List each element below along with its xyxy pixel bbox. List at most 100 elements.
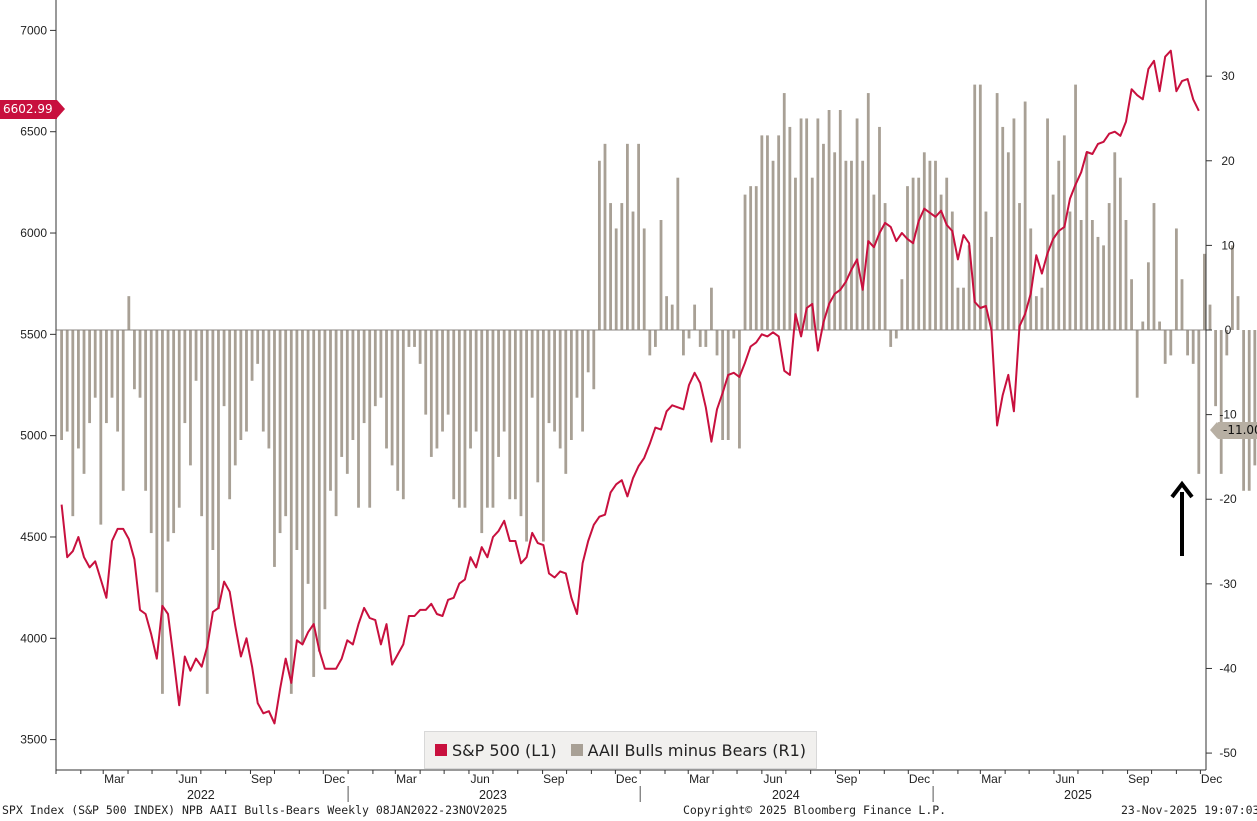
sentiment-bar <box>1118 177 1122 330</box>
x-month-label: Sep <box>251 772 273 786</box>
sentiment-bar <box>911 177 915 330</box>
sentiment-bar <box>88 330 92 424</box>
sentiment-bar <box>65 330 69 432</box>
sentiment-bar <box>312 330 316 677</box>
sentiment-bar <box>1236 296 1240 330</box>
sentiment-bar <box>463 330 467 508</box>
sentiment-bar <box>855 118 859 330</box>
sentiment-bar <box>928 160 932 330</box>
sentiment-bar <box>508 330 512 500</box>
sentiment-bar <box>446 330 450 415</box>
sentiment-bar <box>637 143 641 330</box>
sentiment-bar <box>1197 330 1201 474</box>
sentiment-bar <box>1079 220 1083 330</box>
sentiment-bar <box>155 330 159 593</box>
sentiment-bar <box>866 93 870 330</box>
right-tick-label: -40 <box>1219 661 1237 675</box>
sentiment-bar <box>1152 203 1156 330</box>
x-month-label: Jun <box>1055 772 1074 786</box>
sentiment-bar <box>788 126 792 330</box>
sentiment-bar <box>401 330 405 500</box>
sentiment-bar <box>889 330 893 347</box>
sentiment-bar <box>390 330 394 466</box>
sentiment-bar <box>418 330 422 364</box>
sentiment-bar <box>474 330 478 432</box>
footer-timestamp: 23-Nov-2025 19:07:03 <box>1121 803 1257 817</box>
right-tick-label: -50 <box>1219 746 1237 760</box>
sentiment-bar <box>676 177 680 330</box>
sentiment-bar <box>654 330 657 347</box>
left-tick-label: 4000 <box>20 631 47 645</box>
sentiment-bar <box>273 330 276 567</box>
sentiment-bar <box>771 160 775 330</box>
sentiment-bar <box>1253 330 1257 466</box>
sentiment-bar <box>413 330 416 347</box>
sentiment-bar <box>738 330 741 449</box>
sentiment-bar <box>250 330 254 381</box>
sentiment-bar <box>1040 287 1044 330</box>
sentiment-bar <box>962 287 965 330</box>
sentiment-bar <box>1018 203 1021 330</box>
last-sentiment-tag: -11.00 <box>1210 422 1257 439</box>
sentiment-bar <box>648 330 652 356</box>
sentiment-bar <box>973 84 977 330</box>
sentiment-bar <box>1012 118 1016 330</box>
sentiment-bar <box>385 330 388 449</box>
sentiment-bar <box>149 330 153 534</box>
legend-swatch-sp500 <box>435 744 447 756</box>
sentiment-bar <box>945 177 949 330</box>
legend-item-sp500: S&P 500 (L1) <box>435 741 557 760</box>
left-tick-label: 6500 <box>20 125 47 139</box>
sentiment-bar <box>491 330 495 508</box>
sentiment-bar <box>485 330 489 508</box>
sentiment-bar <box>289 330 293 694</box>
sentiment-bar <box>519 330 523 517</box>
sentiment-bar <box>127 296 131 330</box>
sentiment-bar <box>379 330 383 398</box>
sentiment-bar <box>872 194 876 330</box>
sentiment-bar <box>541 330 545 542</box>
x-month-label: Dec <box>1201 772 1222 786</box>
right-axis-ticks: -50 -40 -30 -20 -10 0 10 20 30 <box>1206 69 1237 760</box>
left-tick-label: 5000 <box>20 429 47 443</box>
sentiment-bar <box>597 160 601 330</box>
x-month-label: Sep <box>1128 772 1150 786</box>
legend-item-aaii: AAII Bulls minus Bears (R1) <box>570 741 806 760</box>
sentiment-bar <box>93 330 97 398</box>
up-arrow-icon <box>1170 480 1194 556</box>
sentiment-bar <box>513 330 517 500</box>
sentiment-bar <box>978 84 982 330</box>
sentiment-bar <box>334 330 338 517</box>
sentiment-bar <box>1124 220 1128 330</box>
sentiment-bar <box>200 330 204 517</box>
sentiment-bar <box>816 118 820 330</box>
sentiment-bar <box>1029 228 1033 330</box>
sentiment-bar <box>1191 330 1195 364</box>
sentiment-bar <box>984 211 988 330</box>
x-year-label: 2025 <box>1064 788 1092 802</box>
left-tick-label: 3500 <box>20 733 47 747</box>
sentiment-bar <box>659 220 663 330</box>
sentiment-bar <box>833 152 837 330</box>
x-month-label: Jun <box>470 772 489 786</box>
sentiment-bar <box>782 93 786 330</box>
sentiment-bar <box>536 330 540 483</box>
sentiment-bar <box>934 160 937 330</box>
sentiment-bar <box>990 236 993 330</box>
sentiment-bar <box>301 330 304 644</box>
sentiment-bar <box>749 186 753 330</box>
sentiment-bar <box>844 160 848 330</box>
sentiment-bar <box>558 330 562 449</box>
right-tick-label: -10 <box>1219 408 1237 422</box>
x-month-label: Sep <box>836 772 858 786</box>
left-axis-ticks: 3500 4000 4500 5000 5500 6000 6500 7000 <box>20 23 56 747</box>
sentiment-bar <box>687 330 691 339</box>
sentiment-bar <box>82 330 86 474</box>
sentiment-bar <box>362 330 366 424</box>
sentiment-bar <box>1057 160 1061 330</box>
x-axis-ticks: Mar Jun Sep Dec 2022 Mar Jun Sep Dec 2023 Mar Jun Se… <box>55 770 1222 802</box>
sentiment-bar <box>1001 126 1005 330</box>
right-tick-label: 0 <box>1225 323 1232 337</box>
left-tick-label: 7000 <box>20 23 47 37</box>
